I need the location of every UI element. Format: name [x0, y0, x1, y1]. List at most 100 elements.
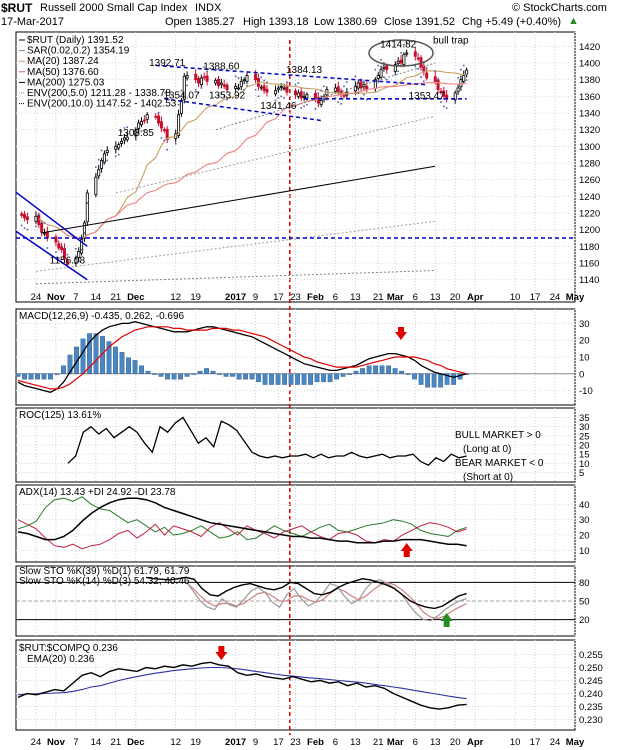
macd-histogram-bar — [119, 352, 125, 374]
price-annotation: 1341.46 — [260, 101, 297, 112]
x-axis-label-bottom: 13 — [430, 737, 441, 748]
candle-body — [316, 97, 320, 104]
minus-di-line — [17, 519, 467, 550]
sar-dot — [77, 260, 80, 263]
sto39-line — [145, 576, 467, 610]
sar-dot — [280, 95, 283, 98]
roc-title: ROC(125) 13.61% — [19, 410, 101, 421]
sar-dot — [154, 106, 157, 108]
candle-body — [313, 93, 317, 100]
macd-histogram-bar — [106, 341, 112, 375]
candle-body — [405, 52, 409, 55]
macd-histogram-bar — [80, 338, 86, 374]
sar-dot — [38, 213, 40, 216]
sar-dot — [400, 52, 402, 54]
price-tick-label: 1240 — [579, 192, 600, 203]
sar-dot — [445, 107, 448, 109]
price-tick-label: 1180 — [579, 242, 599, 253]
macd-histogram-bar — [171, 373, 177, 380]
candle-body — [254, 73, 258, 81]
sar-dot — [137, 132, 140, 134]
x-axis-label-top: 20 — [450, 292, 461, 303]
sar-dot — [143, 129, 146, 132]
sar-dot — [423, 80, 425, 83]
candle-body — [34, 215, 38, 222]
macd-histogram-bar — [230, 373, 235, 377]
macd-histogram-bar — [392, 368, 398, 375]
sar-dot — [95, 166, 97, 168]
macd-histogram-bar — [223, 373, 229, 377]
x-axis-label-bottom: 12 — [170, 737, 181, 748]
macd-histogram-bar — [353, 370, 359, 374]
macd-histogram-bar — [431, 373, 437, 388]
price-tick-label: 1320 — [579, 125, 600, 136]
macd-signal-line — [17, 326, 467, 390]
candle-body — [60, 246, 64, 251]
ratio-tick-label: 0.235 — [579, 702, 603, 713]
candle-body — [162, 129, 166, 132]
macd-line — [17, 321, 467, 393]
candle-body — [236, 87, 240, 90]
price-annotation: 1384.13 — [286, 65, 323, 76]
price-annotation: bull trap — [433, 35, 469, 46]
sar-dot — [220, 92, 223, 94]
adx-title: ADX(14) 13.43 +DI 24.92 -DI 23.78 — [19, 487, 176, 498]
macd-histogram-bar — [256, 373, 261, 383]
low-value: Low 1380.69 — [314, 16, 377, 28]
macd-histogram-bar — [366, 365, 372, 374]
sar-dot — [394, 73, 397, 76]
macd-histogram-bar — [139, 365, 144, 374]
x-axis-label-top: 6 — [413, 292, 418, 303]
candle-body — [439, 90, 443, 93]
sar-dot — [297, 82, 300, 84]
index-name: Russell 2000 Small Cap Index — [40, 2, 188, 14]
macd-histogram-bar — [360, 368, 365, 375]
candle-body — [94, 176, 98, 196]
sar-dot — [200, 87, 203, 89]
macd-histogram-bar — [269, 373, 274, 385]
sar-dot — [343, 85, 345, 88]
candle-body — [276, 87, 280, 90]
sar-dot — [417, 68, 419, 70]
candle-body — [285, 86, 289, 93]
macd-histogram-bar — [314, 373, 320, 383]
candle-body — [362, 84, 366, 88]
x-axis-label-top: 24 — [550, 292, 561, 303]
ratio-title: $RUT:$COMPQ 0.236 — [19, 643, 118, 654]
legend-entry: ENV(200,10.0) 1147.52 - 1402.53 — [27, 99, 177, 110]
macd-histogram-bar — [412, 373, 418, 380]
macd-histogram-bar — [451, 373, 457, 385]
candle-body — [385, 65, 389, 71]
sar-dot — [23, 227, 26, 229]
ema20-line — [17, 666, 467, 700]
candle-body — [393, 64, 397, 72]
ratio-line — [17, 661, 467, 710]
plus-di-line — [17, 496, 467, 541]
sar-dot — [340, 103, 342, 105]
macd-histogram-bar — [165, 373, 170, 380]
adx-tick-label: 40 — [579, 500, 590, 511]
sar-dot — [40, 221, 43, 223]
macd-histogram-bar — [15, 373, 21, 377]
macd-histogram-bar — [152, 373, 157, 375]
candle-body — [356, 82, 360, 89]
macd-histogram-bar — [399, 370, 405, 374]
price-tick-label: 1260 — [579, 175, 600, 186]
x-axis-label-bottom: 19 — [190, 737, 201, 748]
sar-dot — [214, 69, 217, 72]
roc-legend-text: (Long at 0) — [463, 444, 511, 455]
price-tick-label: 1140 — [579, 275, 599, 286]
sar-dot — [57, 257, 60, 259]
macd-title: MACD(12,26,9) -0.435, 0.262, -0.696 — [19, 311, 185, 322]
down-arrow-icon — [398, 327, 405, 333]
env10-lower-line — [35, 270, 436, 285]
x-axis-label-bottom: 6 — [413, 737, 418, 748]
macd-histogram-bar — [444, 373, 450, 385]
chart-date: 17-Mar-2017 — [1, 16, 64, 28]
macd-tick-label: 0 — [579, 369, 584, 380]
candle-body — [80, 239, 84, 254]
macd-histogram-bar — [386, 365, 392, 374]
sar-dot — [360, 97, 362, 99]
sar-dot — [300, 107, 303, 109]
